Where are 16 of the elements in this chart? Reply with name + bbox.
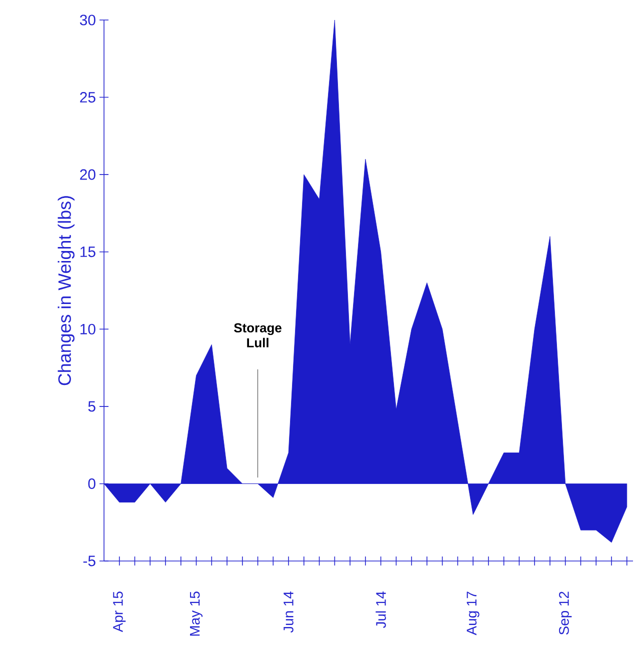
y-axis-title: Changes in Weight (lbs) <box>58 196 75 386</box>
y-tick-label: 20 <box>80 169 96 180</box>
y-tick-label: 25 <box>80 92 96 103</box>
y-tick-label: 15 <box>80 246 96 258</box>
x-tick-label: Jul 14 <box>376 591 386 628</box>
annotation: Storage Lull <box>234 323 282 348</box>
x-tick-label: Aug 17 <box>466 592 480 636</box>
x-tick-label: Sep 12 <box>559 592 572 635</box>
x-tick-label: May 15 <box>190 592 203 636</box>
y-tick-label: -5 <box>83 556 96 566</box>
y-tick-label: 0 <box>88 478 96 489</box>
y-tick-label: 10 <box>80 324 96 334</box>
y-tick-label: 30 <box>80 14 96 26</box>
y-tick-label: 5 <box>88 401 96 412</box>
x-tick-label: Jun 14 <box>284 591 294 633</box>
x-tick-label: Apr 15 <box>113 592 126 632</box>
